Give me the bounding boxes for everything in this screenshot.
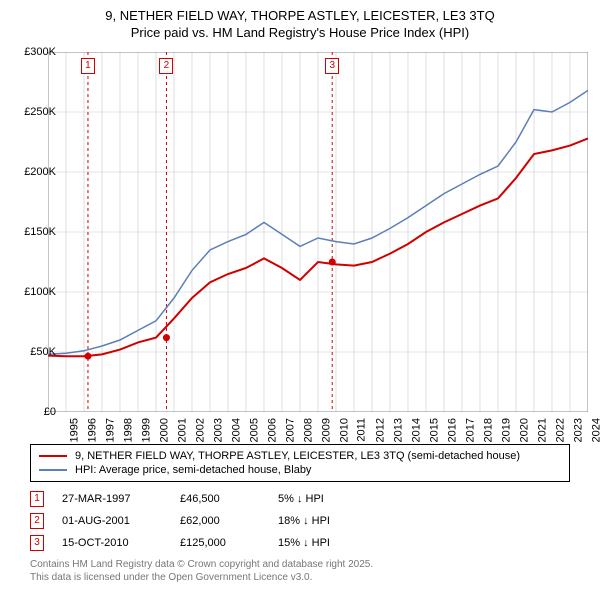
x-axis-label: 1996: [86, 418, 98, 442]
x-axis-label: 2013: [392, 418, 404, 442]
x-axis-label: 2012: [374, 418, 386, 442]
x-axis-label: 1995: [68, 418, 80, 442]
x-axis-label: 2022: [554, 418, 566, 442]
x-axis-label: 2011: [356, 418, 368, 442]
transaction-price: £46,500: [180, 493, 260, 505]
footer-attribution: Contains HM Land Registry data © Crown c…: [30, 559, 373, 584]
x-axis-label: 2014: [410, 418, 422, 442]
x-axis-label: 2020: [518, 418, 530, 442]
x-axis-label: 2002: [194, 418, 206, 442]
x-axis-label: 1997: [104, 418, 116, 442]
y-axis-label: £100K: [24, 286, 56, 298]
legend-label: HPI: Average price, semi-detached house,…: [75, 464, 311, 476]
y-axis-label: £150K: [24, 226, 56, 238]
legend-swatch: [39, 469, 67, 471]
legend-swatch: [39, 455, 67, 457]
sale-marker: 3: [325, 58, 339, 74]
x-axis-label: 2023: [572, 418, 584, 442]
transaction-marker: 3: [30, 535, 44, 551]
line-chart-svg: [48, 52, 588, 412]
legend-item: 9, NETHER FIELD WAY, THORPE ASTLEY, LEIC…: [39, 449, 561, 463]
x-axis-label: 2018: [482, 418, 494, 442]
x-axis-label: 2000: [158, 418, 170, 442]
title-line-2: Price paid vs. HM Land Registry's House …: [10, 25, 590, 42]
y-axis-label: £250K: [24, 106, 56, 118]
y-axis-label: £0: [44, 406, 56, 418]
transaction-row: 1 27-MAR-1997 £46,500 5% ↓ HPI: [30, 488, 368, 510]
title-line-1: 9, NETHER FIELD WAY, THORPE ASTLEY, LEIC…: [10, 8, 590, 25]
sale-marker: 1: [81, 58, 95, 74]
transaction-date: 27-MAR-1997: [62, 493, 162, 505]
chart-title: 9, NETHER FIELD WAY, THORPE ASTLEY, LEIC…: [0, 0, 600, 46]
legend-label: 9, NETHER FIELD WAY, THORPE ASTLEY, LEIC…: [75, 450, 520, 462]
x-axis-label: 2005: [248, 418, 260, 442]
x-axis-label: 2010: [338, 418, 350, 442]
chart-plot-area: [48, 52, 588, 412]
x-axis-label: 2015: [428, 418, 440, 442]
y-axis-label: £300K: [24, 46, 56, 58]
transaction-price: £62,000: [180, 515, 260, 527]
transaction-date: 15-OCT-2010: [62, 537, 162, 549]
transaction-price: £125,000: [180, 537, 260, 549]
x-axis-label: 2024: [590, 418, 600, 442]
y-axis-label: £50K: [30, 346, 56, 358]
transaction-row: 2 01-AUG-2001 £62,000 18% ↓ HPI: [30, 510, 368, 532]
transaction-date: 01-AUG-2001: [62, 515, 162, 527]
transaction-marker: 2: [30, 513, 44, 529]
x-axis-label: 2009: [320, 418, 332, 442]
x-axis-label: 2008: [302, 418, 314, 442]
legend-item: HPI: Average price, semi-detached house,…: [39, 463, 561, 477]
y-axis-label: £200K: [24, 166, 56, 178]
transaction-delta: 15% ↓ HPI: [278, 537, 368, 549]
x-axis-label: 2017: [464, 418, 476, 442]
x-axis-label: 2019: [500, 418, 512, 442]
transactions-table: 1 27-MAR-1997 £46,500 5% ↓ HPI 2 01-AUG-2001 £…: [30, 488, 368, 554]
x-axis-label: 2007: [284, 418, 296, 442]
sale-marker: 2: [159, 58, 173, 74]
footer-line-2: This data is licensed under the Open Gov…: [30, 572, 373, 585]
transaction-delta: 5% ↓ HPI: [278, 493, 368, 505]
transaction-marker: 1: [30, 491, 44, 507]
chart-legend: 9, NETHER FIELD WAY, THORPE ASTLEY, LEIC…: [30, 444, 570, 482]
footer-line-1: Contains HM Land Registry data © Crown c…: [30, 559, 373, 572]
x-axis-label: 2001: [176, 418, 188, 442]
x-axis-label: 2021: [536, 418, 548, 442]
transaction-row: 3 15-OCT-2010 £125,000 15% ↓ HPI: [30, 532, 368, 554]
x-axis-label: 1998: [122, 418, 134, 442]
x-axis-label: 2016: [446, 418, 458, 442]
transaction-delta: 18% ↓ HPI: [278, 515, 368, 527]
x-axis-label: 1999: [140, 418, 152, 442]
x-axis-label: 2006: [266, 418, 278, 442]
x-axis-label: 2004: [230, 418, 242, 442]
x-axis-label: 2003: [212, 418, 224, 442]
